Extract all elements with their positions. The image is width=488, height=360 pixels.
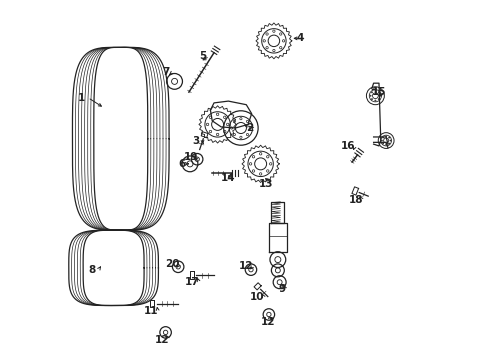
Circle shape — [385, 136, 386, 137]
Text: 3: 3 — [192, 136, 199, 145]
Text: 7: 7 — [162, 67, 169, 77]
Circle shape — [259, 173, 261, 175]
Circle shape — [272, 49, 275, 52]
Circle shape — [266, 156, 268, 158]
Text: 2: 2 — [246, 123, 253, 133]
Text: 8: 8 — [88, 265, 96, 275]
Circle shape — [279, 46, 282, 49]
Circle shape — [233, 134, 235, 136]
Circle shape — [381, 140, 382, 141]
Circle shape — [239, 118, 242, 120]
Circle shape — [266, 170, 268, 172]
Circle shape — [216, 133, 218, 136]
Text: 19: 19 — [183, 152, 198, 162]
Circle shape — [246, 120, 248, 122]
Text: 16: 16 — [341, 141, 355, 151]
Circle shape — [374, 100, 375, 101]
Circle shape — [223, 116, 225, 118]
Circle shape — [282, 40, 284, 42]
Circle shape — [377, 99, 379, 100]
Circle shape — [272, 30, 275, 32]
Circle shape — [377, 92, 379, 93]
Circle shape — [216, 113, 218, 116]
Circle shape — [385, 144, 386, 145]
Circle shape — [233, 120, 235, 122]
Circle shape — [223, 130, 225, 133]
Circle shape — [382, 143, 383, 144]
Text: 11: 11 — [144, 306, 158, 316]
Text: 10: 10 — [249, 292, 264, 302]
Circle shape — [374, 90, 375, 91]
Circle shape — [259, 153, 261, 155]
Text: 18: 18 — [348, 195, 362, 205]
Circle shape — [269, 163, 271, 165]
Text: 4: 4 — [296, 33, 303, 43]
Circle shape — [379, 95, 380, 96]
Circle shape — [370, 99, 372, 100]
Text: 15: 15 — [371, 87, 386, 97]
Text: 17: 17 — [185, 277, 200, 287]
Circle shape — [209, 130, 211, 133]
Circle shape — [252, 170, 254, 172]
Text: 12: 12 — [155, 334, 169, 345]
Text: 13: 13 — [258, 179, 273, 189]
Circle shape — [246, 134, 248, 136]
Circle shape — [249, 163, 251, 165]
Circle shape — [369, 95, 370, 96]
Text: 5: 5 — [199, 51, 206, 61]
Circle shape — [252, 156, 254, 158]
Circle shape — [388, 137, 389, 138]
Circle shape — [279, 33, 282, 35]
Circle shape — [388, 143, 389, 144]
Circle shape — [226, 123, 228, 126]
Text: 20: 20 — [165, 259, 180, 269]
Circle shape — [265, 46, 268, 49]
Circle shape — [230, 127, 232, 129]
Circle shape — [389, 140, 390, 141]
Text: 9: 9 — [278, 284, 285, 294]
Circle shape — [265, 33, 268, 35]
Circle shape — [209, 116, 211, 118]
Text: 14: 14 — [221, 173, 235, 183]
Circle shape — [370, 92, 372, 93]
Circle shape — [382, 137, 383, 138]
Text: 1: 1 — [78, 93, 85, 103]
Circle shape — [263, 40, 265, 42]
Text: 12: 12 — [260, 317, 274, 327]
Circle shape — [248, 127, 251, 129]
Circle shape — [206, 123, 208, 126]
Text: 6: 6 — [178, 159, 185, 169]
Text: 12: 12 — [239, 261, 253, 271]
Circle shape — [239, 136, 242, 138]
